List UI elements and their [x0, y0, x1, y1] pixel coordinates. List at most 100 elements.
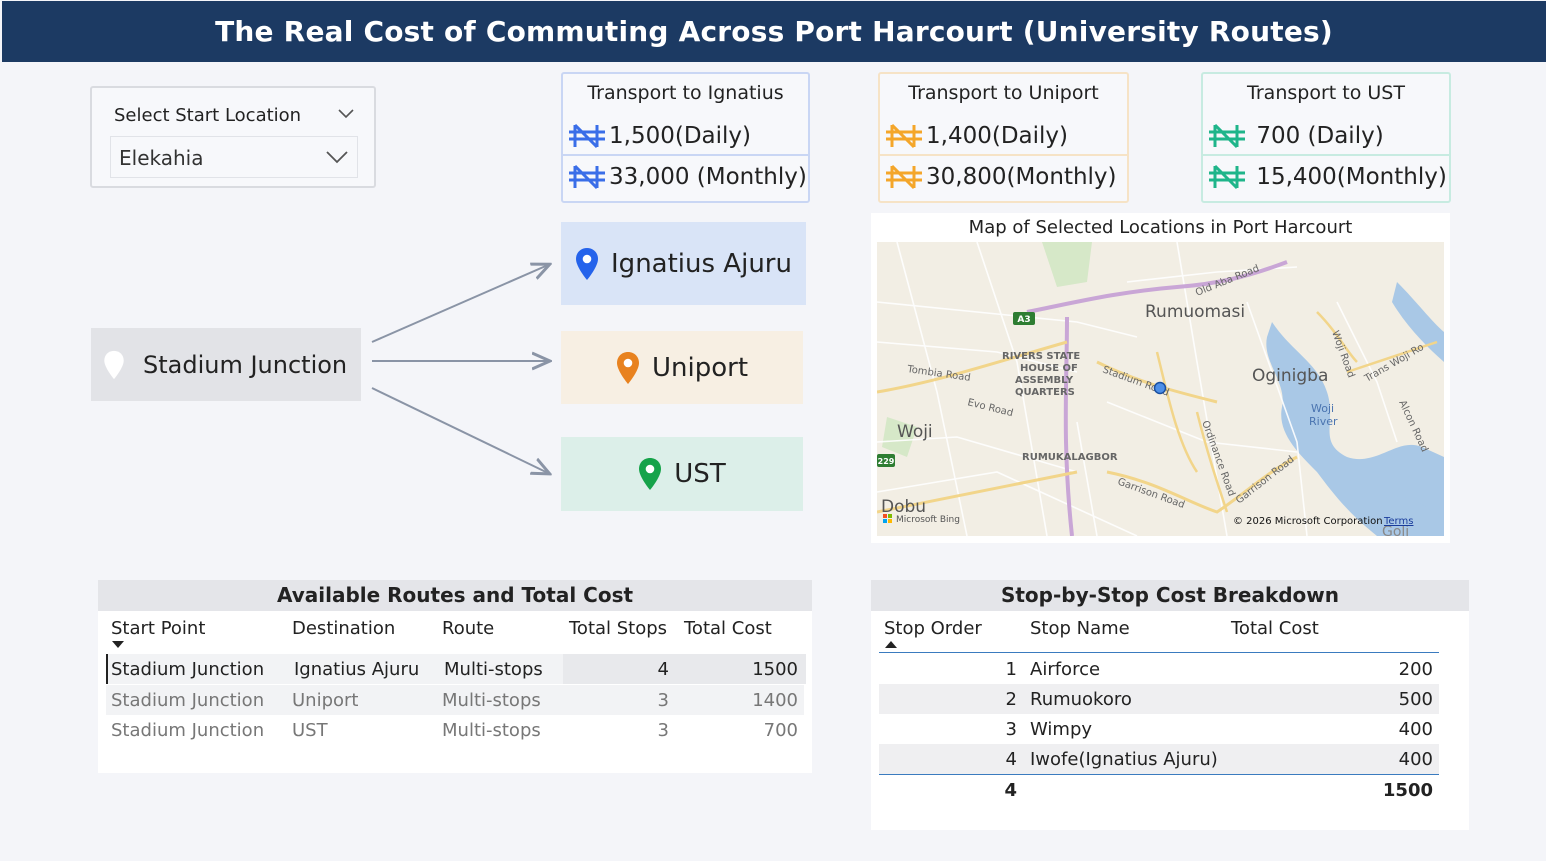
kpi-monthly-value: 33,000: [609, 164, 690, 190]
destination-ust: UST: [561, 437, 803, 511]
routes-table: Available Routes and Total Cost Start Po…: [98, 580, 812, 773]
kpi-monthly-suffix: (Monthly): [1006, 164, 1117, 190]
cell-stop-order: 4: [1005, 749, 1017, 770]
cell-start-point: Stadium Junction: [111, 659, 265, 680]
flow-arrows: [371, 250, 560, 490]
svg-text:Oginigba: Oginigba: [1252, 366, 1328, 386]
kpi-title: Transport to Ignatius: [587, 82, 784, 104]
cell-stop-order: 2: [1005, 689, 1017, 710]
table-row[interactable]: 2 Rumuokoro 500: [879, 684, 1439, 714]
cell-total-cost: 1400: [752, 690, 798, 711]
stops-table: Stop-by-Stop Cost Breakdown Stop Order S…: [871, 580, 1469, 830]
kpi-daily: 700 (Daily): [1207, 116, 1384, 156]
table-title: Available Routes and Total Cost: [98, 580, 812, 611]
selected-location-marker: [1153, 381, 1167, 395]
svg-text:ASSEMBLY: ASSEMBLY: [1015, 375, 1074, 386]
chevron-down-icon[interactable]: [337, 104, 355, 122]
slicer-selected-value: Elekahia: [119, 146, 204, 170]
kpi-card-ust: Transport to UST 700 (Daily) 15,400 (Mont…: [1201, 72, 1451, 203]
cell-stop-name: Wimpy: [1030, 719, 1093, 740]
kpi-title: Transport to Uniport: [908, 82, 1099, 104]
map-title: Map of Selected Locations in Port Harcou…: [968, 217, 1353, 238]
map-attribution: Microsoft Bing: [896, 515, 960, 525]
svg-text:Rumuomasi: Rumuomasi: [1145, 302, 1245, 322]
kpi-daily-value: 1,500: [609, 123, 675, 149]
column-header-total-stops[interactable]: Total Stops: [569, 618, 668, 639]
table-title: Stop-by-Stop Cost Breakdown: [871, 580, 1469, 611]
arrow-to-ust: [371, 387, 548, 473]
kpi-daily-suffix: (Daily): [1307, 123, 1384, 149]
total-stop-count: 4: [1004, 780, 1017, 801]
slicer-title: Select Start Location: [114, 105, 302, 126]
page-title: The Real Cost of Commuting Across Port H…: [215, 15, 1333, 48]
kpi-monthly-suffix: (Monthly): [696, 164, 807, 190]
kpi-monthly-value: 30,800: [926, 164, 1007, 190]
svg-text:RIVERS STATE: RIVERS STATE: [1002, 351, 1080, 362]
map-pin-icon: [638, 457, 662, 491]
cell-destination: UST: [292, 720, 328, 741]
start-location-slicer[interactable]: Select Start Location Elekahia: [90, 86, 376, 188]
start-node: Stadium Junction: [91, 328, 361, 401]
column-header-destination[interactable]: Destination: [292, 618, 396, 639]
map-copyright: © 2026 Microsoft Corporation: [1233, 516, 1383, 527]
sort-descending-icon[interactable]: [112, 641, 124, 648]
kpi-divider: [563, 154, 808, 156]
column-header-stop-order[interactable]: Stop Order: [884, 618, 982, 639]
kpi-daily: 1,400 (Daily): [884, 116, 1068, 156]
cell-route: Multi-stops: [442, 690, 541, 711]
cell-total-stops: 4: [657, 659, 669, 680]
total-cost: 1500: [1382, 780, 1433, 801]
svg-text:Woji: Woji: [1311, 402, 1334, 415]
header-divider: [879, 652, 1439, 653]
map-terms-link[interactable]: Terms: [1383, 516, 1413, 527]
svg-text:229: 229: [878, 457, 895, 466]
cell-start-point: Stadium Junction: [111, 720, 265, 741]
table-row[interactable]: Stadium Junction Ignatius Ajuru Multi-st…: [106, 654, 806, 684]
map-visual[interactable]: Map of Selected Locations in Port Harcou…: [871, 213, 1450, 543]
table-row[interactable]: 3 Wimpy 400: [879, 714, 1439, 744]
svg-text:HOUSE OF: HOUSE OF: [1020, 363, 1078, 374]
total-row: 4 1500: [879, 775, 1439, 805]
kpi-daily-value: 1,400: [926, 123, 992, 149]
kpi-daily: 1,500 (Daily): [567, 116, 751, 156]
cell-destination: Ignatius Ajuru: [294, 659, 420, 680]
destination-label: Uniport: [651, 352, 749, 383]
kpi-monthly: 15,400 (Monthly): [1207, 157, 1447, 197]
kpi-card-uniport: Transport to Uniport 1,400 (Daily) 30,80…: [878, 72, 1129, 203]
column-header-route[interactable]: Route: [442, 618, 495, 639]
column-header-total-cost[interactable]: Total Cost: [1231, 618, 1319, 639]
kpi-daily-value: 700: [1256, 123, 1301, 149]
map-canvas[interactable]: A3 229 Rumuomasi Oginigba Woji Dobu Woji…: [877, 242, 1444, 536]
cell-route: Multi-stops: [444, 659, 543, 680]
kpi-divider: [880, 154, 1127, 156]
cell-stop-order: 1: [1005, 659, 1017, 680]
cell-stop-order: 3: [1005, 719, 1017, 740]
cell-route: Multi-stops: [442, 720, 541, 741]
chevron-down-icon[interactable]: [325, 147, 349, 167]
sort-ascending-icon[interactable]: [885, 641, 897, 648]
table-row[interactable]: Stadium Junction UST Multi-stops 3 700: [106, 715, 804, 745]
column-header-start-point[interactable]: Start Point: [111, 618, 206, 639]
table-row[interactable]: 4 Iwofe(Ignatius Ajuru) 400: [879, 744, 1439, 774]
destination-ignatius: Ignatius Ajuru: [561, 222, 806, 305]
naira-icon: [1207, 164, 1247, 190]
cell-total-cost: 700: [763, 720, 798, 741]
column-header-total-cost[interactable]: Total Cost: [684, 618, 772, 639]
cell-total-cost: 200: [1398, 659, 1433, 680]
destination-label: UST: [674, 459, 726, 489]
kpi-card-ignatius: Transport to Ignatius 1,500 (Daily) 33,0…: [561, 72, 810, 203]
map-pin-icon: [616, 351, 640, 385]
total-divider: [879, 774, 1439, 775]
cell-stop-name: Airforce: [1030, 659, 1101, 680]
naira-icon: [884, 164, 924, 190]
kpi-daily-suffix: (Daily): [674, 123, 752, 149]
table-row[interactable]: Stadium Junction Uniport Multi-stops 3 1…: [106, 685, 804, 715]
kpi-divider: [1203, 154, 1449, 156]
table-row[interactable]: 1 Airforce 200: [879, 654, 1439, 684]
naira-icon: [1207, 123, 1247, 149]
slicer-dropdown[interactable]: Elekahia: [110, 136, 358, 178]
bing-logo: [883, 514, 892, 523]
report-header: The Real Cost of Commuting Across Port H…: [2, 1, 1546, 62]
kpi-title: Transport to UST: [1247, 82, 1405, 104]
column-header-stop-name[interactable]: Stop Name: [1030, 618, 1130, 639]
